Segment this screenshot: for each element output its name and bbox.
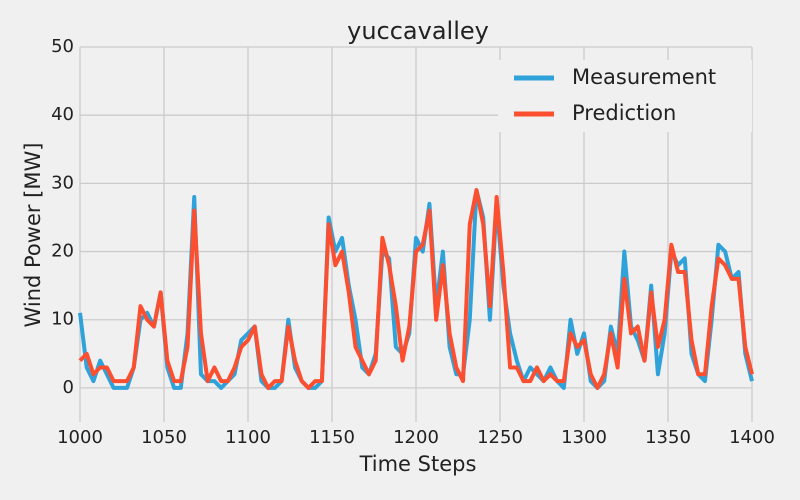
y-tick-label: 20 [51,241,74,262]
legend-label: Prediction [572,101,676,125]
legend-box [498,60,752,132]
y-axis-label: Wind Power [MW] [21,143,45,328]
x-tick-label: 1250 [477,427,523,448]
x-tick-label: 1000 [57,427,103,448]
x-tick-label: 1350 [645,427,691,448]
y-tick-label: 10 [51,309,74,330]
x-tick-label: 1400 [729,427,775,448]
y-tick-label: 50 [51,36,74,57]
y-tick-label: 30 [51,172,74,193]
chart-title: yuccavalley [347,17,489,45]
x-tick-label: 1150 [309,427,355,448]
x-tick-label: 1100 [225,427,271,448]
x-axis-label: Time Steps [359,452,477,476]
legend-label: Measurement [572,65,716,89]
y-tick-label: 40 [51,104,74,125]
x-tick-label: 1050 [141,427,187,448]
x-tick-label: 1200 [393,427,439,448]
x-tick-label: 1300 [561,427,607,448]
y-tick-label: 0 [63,377,74,398]
series-line [78,188,754,390]
